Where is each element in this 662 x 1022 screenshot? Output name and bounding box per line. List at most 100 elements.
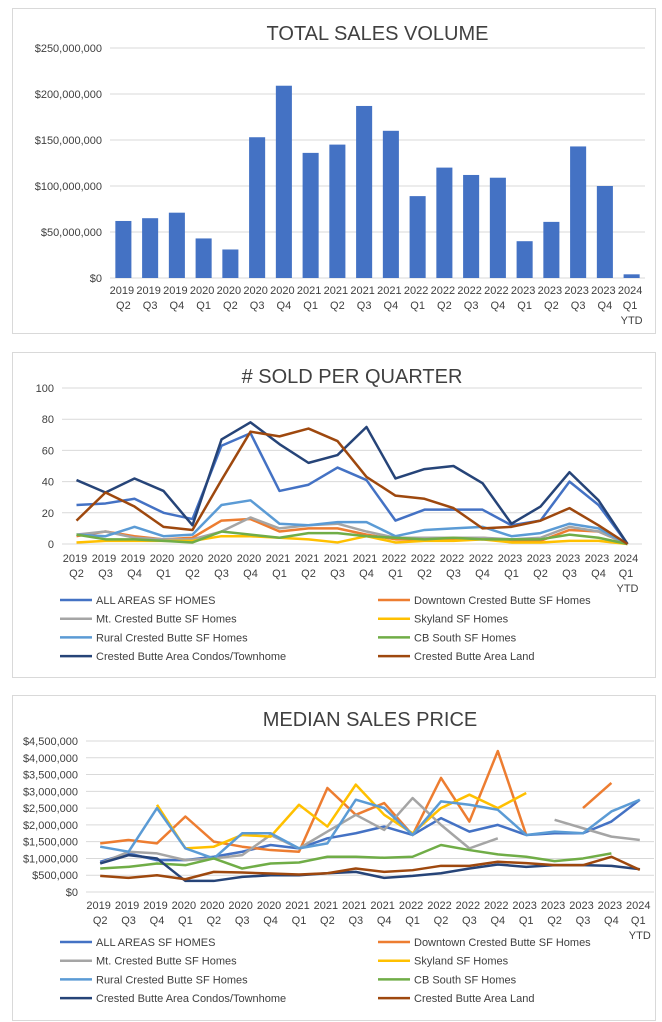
x-tick-label: 2023 Q3 — [564, 285, 592, 312]
y-tick-label: $200,000,000 — [35, 89, 102, 101]
x-tick-label: 2021 Q3 — [342, 900, 370, 927]
bar — [275, 85, 292, 278]
bar — [142, 218, 159, 278]
legend-label: Crested Butte Area Land — [414, 651, 534, 663]
x-tick-label: 2019 Q4 — [143, 900, 171, 927]
x-tick-label: 2023 Q4 — [585, 553, 613, 580]
y-tick-label: $0 — [66, 887, 78, 899]
chart-title: TOTAL SALES VOLUME — [267, 23, 489, 45]
x-tick-label: 2019 Q2 — [86, 900, 114, 927]
legend-label: Mt. Crested Butte SF Homes — [96, 614, 237, 626]
x-tick-label: 2020 Q1 — [150, 553, 178, 580]
y-tick-label: $4,500,000 — [23, 736, 78, 748]
y-tick-label: 100 — [36, 383, 54, 395]
x-tick-label: 2022 Q3 — [440, 553, 468, 580]
y-tick-label: $150,000,000 — [35, 135, 102, 147]
legend-label: Skyland SF Homes — [414, 956, 509, 968]
bar — [543, 221, 560, 278]
series-line — [155, 783, 527, 850]
x-tick-label: 2021 Q3 — [350, 285, 378, 312]
x-tick-label: 2023 Q3 — [556, 553, 584, 580]
bar — [195, 238, 212, 278]
chart-title: MEDIAN SALES PRICE — [263, 709, 478, 731]
y-tick-label: 20 — [42, 508, 54, 520]
bar — [356, 105, 373, 279]
x-tick-label: 2019 Q3 — [136, 285, 164, 312]
series-line — [76, 421, 629, 545]
x-tick-label: 2022 Q1 — [399, 900, 427, 927]
chart-frame — [12, 352, 656, 678]
x-tick-label: 2020 Q4 — [257, 900, 285, 927]
series-line — [99, 798, 641, 860]
legend-label: CB South SF Homes — [414, 974, 517, 986]
bar — [115, 220, 132, 278]
x-tick-label: 2024 Q1 YTD — [618, 285, 646, 327]
legend-label: Crested Butte Area Condos/Townhome — [96, 993, 286, 1005]
legend-label: CB South SF Homes — [414, 632, 517, 644]
x-tick-label: 2020 Q3 — [208, 553, 236, 580]
x-tick-label: 2020 Q1 — [172, 900, 200, 927]
x-tick-label: 2021 Q4 — [370, 900, 398, 927]
series-line — [76, 516, 628, 546]
x-tick-label: 2023 Q1 — [512, 900, 540, 927]
x-tick-label: 2024 Q1 YTD — [626, 900, 654, 942]
x-tick-label: 2022 Q1 — [404, 285, 432, 312]
y-tick-label: 40 — [42, 477, 54, 489]
x-tick-label: 2020 Q1 — [190, 285, 218, 312]
y-tick-label: 60 — [42, 445, 54, 457]
bar — [409, 196, 426, 278]
y-tick-label: 80 — [42, 414, 54, 426]
x-tick-label: 2022 Q2 — [411, 553, 439, 580]
x-tick-label: 2023 Q2 — [541, 900, 569, 927]
bar — [329, 144, 346, 278]
x-tick-label: 2021 Q4 — [377, 285, 405, 312]
bar — [596, 186, 613, 278]
series-line — [75, 427, 629, 546]
x-tick-label: 2021 Q1 — [266, 553, 294, 580]
x-tick-label: 2022 Q3 — [457, 285, 485, 312]
legend-label: Mt. Crested Butte SF Homes — [96, 956, 237, 968]
x-tick-label: 2023 Q1 — [511, 285, 539, 312]
bar — [489, 177, 506, 278]
y-tick-label: $1,000,000 — [23, 853, 78, 865]
legend-label: Rural Crested Butte SF Homes — [96, 632, 248, 644]
bar — [570, 146, 587, 278]
x-tick-label: 2021 Q1 — [297, 285, 325, 312]
y-tick-label: $250,000,000 — [35, 43, 102, 55]
legend-label: Downtown Crested Butte SF Homes — [414, 595, 591, 607]
bar — [516, 241, 533, 278]
y-tick-label: $2,500,000 — [23, 803, 78, 815]
x-tick-label: 2022 Q4 — [484, 900, 512, 927]
legend-label: ALL AREAS SF HOMES — [96, 595, 215, 607]
x-tick-label: 2021 Q3 — [324, 553, 352, 580]
x-tick-label: 2019 Q4 — [121, 553, 149, 580]
chart-frame — [12, 695, 656, 1021]
x-tick-label: 2023 Q4 — [598, 900, 626, 927]
bar — [168, 212, 185, 278]
bar — [623, 274, 640, 278]
x-tick-label: 2022 Q2 — [427, 900, 455, 927]
x-tick-label: 2024 Q1 YTD — [614, 553, 642, 595]
x-tick-label: 2021 Q4 — [353, 553, 381, 580]
x-tick-label: 2019 Q3 — [92, 553, 120, 580]
y-tick-label: $3,500,000 — [23, 770, 78, 782]
x-tick-label: 2020 Q2 — [200, 900, 228, 927]
y-tick-label: $0 — [90, 273, 102, 285]
x-tick-label: 2022 Q3 — [456, 900, 484, 927]
bar — [222, 249, 239, 278]
x-tick-label: 2022 Q4 — [469, 553, 497, 580]
x-tick-label: 2022 Q4 — [484, 285, 512, 312]
bar — [463, 174, 480, 278]
x-tick-label: 2020 Q3 — [228, 900, 256, 927]
chart-title: # SOLD PER QUARTER — [242, 366, 463, 388]
series-line — [76, 499, 629, 546]
x-tick-label: 2021 Q1 — [285, 900, 313, 927]
x-tick-label: 2019 Q4 — [163, 285, 191, 312]
y-tick-label: $3,000,000 — [23, 786, 78, 798]
y-tick-label: $2,000,000 — [23, 820, 78, 832]
x-tick-label: 2023 Q1 — [498, 553, 526, 580]
bar — [436, 167, 453, 278]
legend-label: Skyland SF Homes — [414, 614, 509, 626]
y-tick-label: $1,500,000 — [23, 837, 78, 849]
